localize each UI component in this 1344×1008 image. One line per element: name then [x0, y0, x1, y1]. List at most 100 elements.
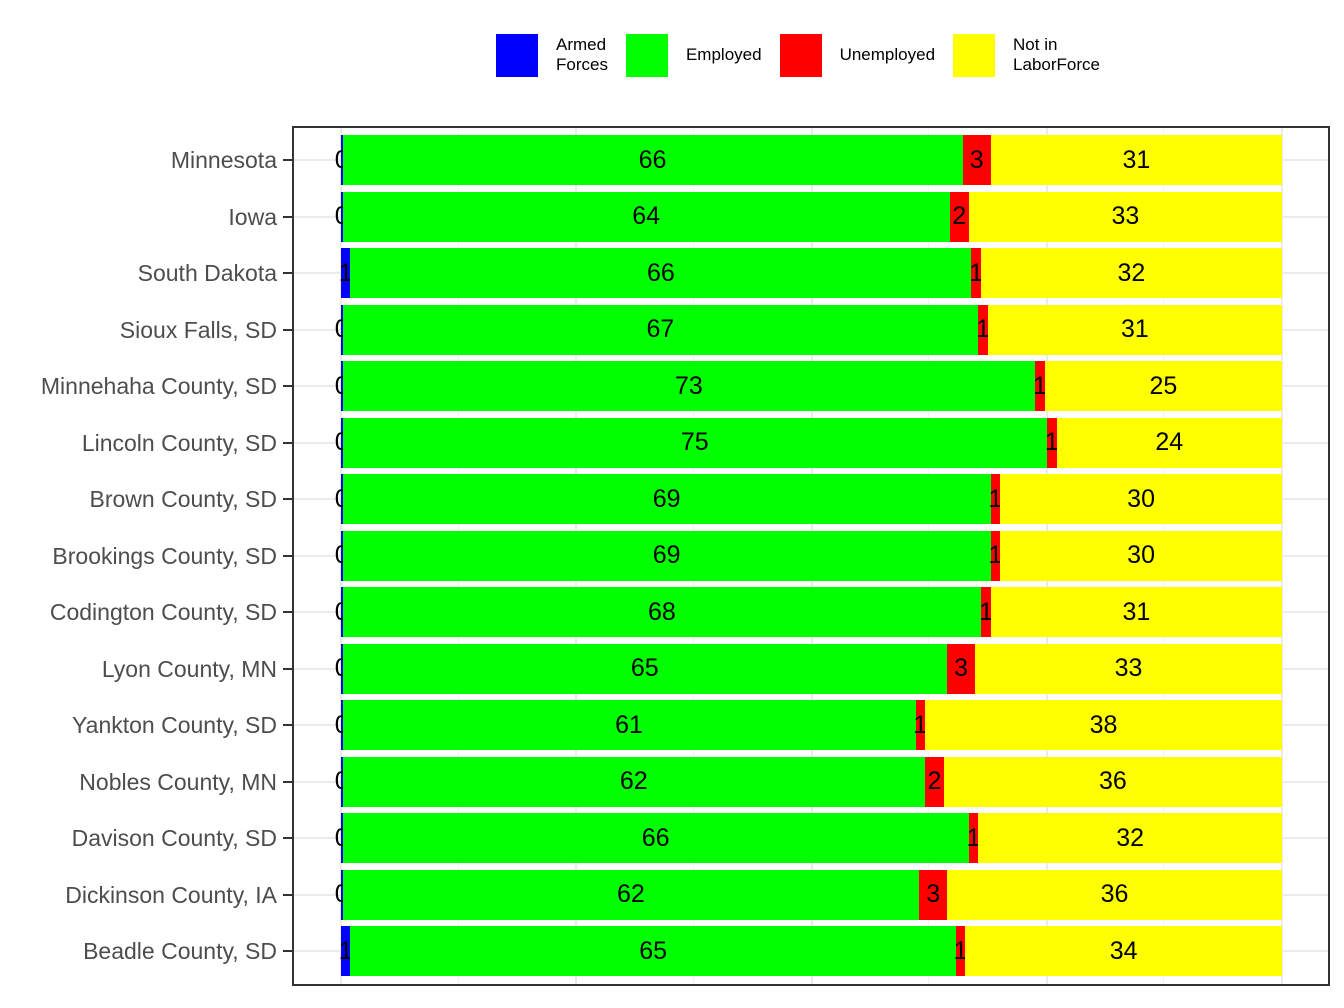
bar-segment-employed: 66 — [342, 813, 969, 863]
data-label: 69 — [652, 484, 681, 513]
data-label: 62 — [619, 767, 648, 795]
bar-segment-not-in-laborforce: 25 — [1044, 361, 1282, 411]
bar-segment-armed-forces: 1 — [338, 248, 353, 298]
data-label: 1 — [976, 315, 991, 343]
bar-segment-employed: 62 — [342, 869, 920, 920]
bar-segment-unemployed: 1 — [953, 926, 968, 976]
legend-key — [953, 33, 996, 77]
data-label: 1 — [338, 258, 353, 287]
y-axis-tick — [283, 498, 292, 500]
bar-segment-unemployed: 3 — [962, 135, 991, 185]
legend-key — [779, 33, 822, 77]
y-axis-label: Lincoln County, SD — [81, 429, 277, 456]
y-axis-tick — [283, 328, 292, 331]
data-label: 1 — [1033, 371, 1047, 400]
y-axis-tick — [283, 611, 292, 613]
bar-segment-not-in-laborforce: 33 — [975, 643, 1282, 694]
bar-segment-not-in-laborforce: 34 — [965, 926, 1282, 976]
data-label: 67 — [646, 315, 675, 343]
data-label: 66 — [641, 823, 670, 852]
bar-segment-unemployed: 1 — [967, 813, 981, 863]
bar-segment-unemployed: 1 — [1045, 417, 1059, 468]
bar-segment-armed-forces: 1 — [339, 926, 353, 976]
bar-segment-unemployed: 1 — [979, 587, 993, 637]
bar-segment-unemployed: 2 — [925, 756, 944, 807]
data-label: 25 — [1149, 371, 1178, 400]
y-axis-label: Beadle County, SD — [83, 938, 277, 964]
bar-segment-employed: 66 — [350, 248, 972, 298]
legend-key — [625, 33, 668, 77]
legend-item: Unemployed — [779, 33, 936, 77]
y-axis-tick — [283, 159, 292, 161]
bar-segment-not-in-laborforce: 31 — [990, 587, 1283, 637]
bar-segment-not-in-laborforce: 36 — [943, 756, 1282, 807]
bar-segment-employed: 67 — [342, 304, 979, 355]
data-label: 1 — [913, 710, 928, 739]
data-label: 75 — [680, 428, 709, 456]
data-label: 1 — [969, 258, 984, 287]
y-axis-tick — [283, 950, 292, 952]
bar-row: 062336 — [335, 869, 1282, 920]
bar-segment-unemployed: 2 — [949, 191, 969, 242]
bar-segment-not-in-laborforce: 38 — [924, 700, 1282, 750]
data-label: 68 — [648, 597, 676, 626]
y-axis-label: Sioux Falls, SD — [119, 316, 277, 343]
data-label: 66 — [647, 258, 675, 287]
legend-item: Not in LaborForce — [953, 33, 1100, 77]
y-axis-label: Yankton County, SD — [72, 712, 277, 738]
data-label: 30 — [1127, 484, 1155, 513]
legend-label: Not in LaborForce — [1013, 35, 1100, 74]
y-axis-tick — [283, 272, 292, 274]
y-axis-tick — [283, 441, 292, 444]
y-axis-tick — [283, 215, 292, 218]
data-label: 30 — [1127, 541, 1155, 569]
data-label: 64 — [632, 202, 661, 230]
bar-row: 062236 — [335, 756, 1282, 807]
data-label: 36 — [1098, 767, 1127, 795]
y-axis-label: Minnesota — [170, 147, 277, 173]
y-axis-tick — [283, 667, 292, 670]
bar-segment-employed: 65 — [342, 643, 948, 694]
y-axis-tick — [283, 837, 292, 839]
data-label: 2 — [927, 767, 942, 795]
data-label: 38 — [1089, 710, 1118, 739]
bar-segment-employed: 66 — [342, 135, 963, 185]
bar-row: 067131 — [335, 304, 1282, 355]
bar-segment-unemployed: 1 — [988, 530, 1003, 581]
y-axis-label: Iowa — [228, 203, 277, 230]
bar-segment-not-in-laborforce: 30 — [1000, 474, 1283, 524]
y-axis-label: Dickinson County, IA — [65, 881, 277, 908]
bar-segment-unemployed: 1 — [1033, 361, 1047, 411]
bar-segment-employed: 69 — [342, 474, 991, 524]
data-label: 34 — [1109, 936, 1138, 965]
bar-segment-unemployed: 1 — [913, 700, 928, 750]
bar-segment-not-in-laborforce: 33 — [968, 191, 1282, 242]
data-label: 65 — [630, 654, 659, 682]
y-axis-label: Lyon County, MN — [101, 655, 277, 682]
data-label: 31 — [1121, 315, 1149, 343]
bar-segment-not-in-laborforce: 24 — [1056, 417, 1282, 468]
bar-row: 061138 — [335, 700, 1282, 750]
y-axis-tick — [283, 554, 292, 557]
bar-row: 065333 — [335, 643, 1282, 694]
legend-item: Armed Forces — [496, 33, 608, 77]
plot-panel: 0663310642331661320671310731250751240691… — [292, 126, 1330, 986]
bar-segment-unemployed: 3 — [947, 643, 976, 694]
data-label: 1 — [953, 936, 968, 965]
bar-segment-not-in-laborforce: 31 — [987, 304, 1282, 355]
y-axis-tick — [283, 724, 292, 726]
bar-segment-employed: 75 — [342, 417, 1048, 468]
bar-row: 1 66 1 32 — [338, 248, 1282, 298]
legend-label: Unemployed — [839, 45, 936, 64]
y-axis-label: Davison County, SD — [71, 825, 277, 851]
y-axis-label: Nobles County, MN — [79, 768, 277, 795]
data-label: 66 — [638, 145, 667, 174]
y-axis-tick — [283, 385, 292, 387]
data-label: 1 — [988, 541, 1003, 569]
bar-segment-not-in-laborforce: 30 — [1000, 530, 1283, 581]
bar-segment-employed: 69 — [342, 530, 991, 581]
bar-segment-unemployed: 1 — [976, 304, 991, 355]
